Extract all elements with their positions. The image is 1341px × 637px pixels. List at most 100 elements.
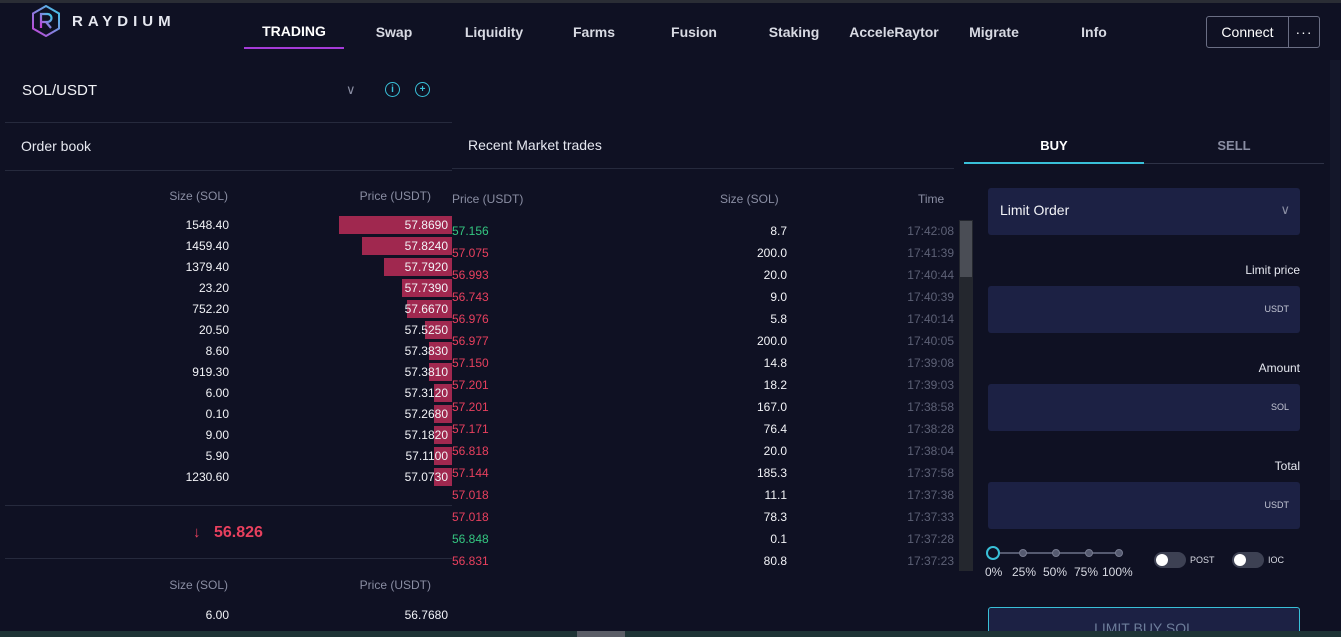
slider-step-100[interactable] [1115,549,1123,557]
order-book-row[interactable]: 919.30 57.3810 [0,361,452,382]
slider-step-25[interactable] [1019,549,1027,557]
trade-price: 57.144 [452,466,489,480]
order-book-row[interactable]: 1459.40 57.8240 [0,235,452,256]
nav-farms[interactable]: Farms [572,24,616,40]
order-book-bids: 6.00 56.7680 [0,604,452,625]
tab-sell[interactable]: SELL [1144,128,1324,164]
recent-trades-list: 57.156 8.7 17:42:08 57.075 200.0 17:41:39 56.9… [452,220,954,572]
nav-fusion[interactable]: Fusion [671,24,717,40]
limit-price-unit: USDT [1264,304,1290,314]
pair-selector[interactable]: SOL/USDT ∨ i + [0,70,450,122]
slider-step-75[interactable] [1085,549,1093,557]
slider-step-50[interactable] [1052,549,1060,557]
order-size: 6.00 [205,386,229,400]
trade-time: 17:37:28 [907,532,954,546]
horizontal-scrollbar[interactable] [0,631,1341,637]
order-book-row[interactable]: 1548.40 57.8690 [0,214,452,235]
order-book-row[interactable]: 1230.60 57.0730 [0,466,452,487]
nav-info[interactable]: Info [1081,24,1107,40]
trade-time: 17:38:28 [907,422,954,436]
order-price: 57.1100 [405,449,449,463]
order-type-select[interactable]: Limit Order ∨ [988,188,1300,235]
order-price: 57.3810 [404,365,448,379]
chevron-down-icon[interactable]: ∨ [346,82,356,97]
order-book-row[interactable]: 5.90 57.1100 [0,445,452,466]
percent-slider[interactable] [986,546,1126,560]
page-scrollbar-thumb[interactable] [1330,60,1340,500]
trade-size: 200.0 [756,334,787,348]
order-price: 57.3120 [404,386,448,400]
percent-50[interactable]: 50% [1043,565,1068,579]
order-book-row[interactable]: 0.10 57.2680 [0,403,452,424]
order-book-row[interactable]: 752.20 57.6670 [0,298,452,319]
trade-price: 56.848 [452,532,489,546]
connect-button[interactable]: Connect [1207,17,1289,47]
order-size: 1459.40 [185,239,229,253]
order-book-row[interactable]: 9.00 57.1820 [0,424,452,445]
percent-100[interactable]: 100% [1102,565,1133,579]
order-book-row[interactable]: 8.60 57.3830 [0,340,452,361]
amount-input[interactable]: SOL [988,384,1300,431]
post-toggle[interactable] [1154,552,1186,568]
top-bar: RAYDIUM TRADING Swap Liquidity Farms Fus… [0,0,1341,58]
trade-price: 57.156 [452,224,489,238]
order-size: 1230.60 [185,470,229,484]
nav-trading[interactable]: TRADING [244,15,344,49]
trade-size: 20.0 [763,444,787,458]
trades-scrollbar[interactable] [959,220,973,571]
order-size: 0.10 [205,407,229,421]
trade-time: 17:37:58 [907,466,954,480]
order-book-row[interactable]: 6.00 57.3120 [0,382,452,403]
main-nav: TRADING Swap Liquidity Farms Fusion Stak… [244,15,1144,49]
nav-staking[interactable]: Staking [768,24,820,40]
depth-bar [402,279,452,297]
trade-time: 17:40:05 [907,334,954,348]
nav-liquidity[interactable]: Liquidity [464,24,524,40]
limit-price-input[interactable]: USDT [988,286,1300,333]
logo[interactable]: RAYDIUM [30,5,176,37]
percent-0[interactable]: 0% [985,565,1003,579]
percent-25[interactable]: 25% [1012,565,1037,579]
order-book-row[interactable]: 6.00 56.7680 [0,604,452,625]
trade-row: 57.201 167.0 17:38:58 [452,396,954,418]
order-book-row[interactable]: 20.50 57.5250 [0,319,452,340]
depth-bar [384,258,452,276]
total-input[interactable]: USDT [988,482,1300,529]
logo-text: RAYDIUM [72,12,176,30]
trades-size-header: Size (SOL) [720,192,779,206]
trades-scrollbar-thumb[interactable] [960,221,972,277]
order-book-row[interactable]: 1379.40 57.7920 [0,256,452,277]
order-price: 57.8690 [404,218,448,232]
tab-buy[interactable]: BUY [964,128,1144,164]
trade-size: 20.0 [763,268,787,282]
info-icon[interactable]: i [385,82,400,97]
raydium-logo-icon [32,5,60,37]
slider-handle[interactable] [986,546,1000,560]
order-size: 1548.40 [185,218,229,232]
divider [5,170,452,171]
trade-time: 17:40:44 [907,268,954,282]
more-menu-button[interactable]: ··· [1295,24,1313,40]
horizontal-scrollbar-thumb[interactable] [577,631,625,637]
connect-group: Connect ··· [1206,16,1320,48]
order-book-size-header: Size (SOL) [169,189,228,203]
nav-migrate[interactable]: Migrate [969,24,1019,40]
trades-price-header: Price (USDT) [452,192,524,206]
add-circle-icon[interactable]: + [415,82,430,97]
nav-swap[interactable]: Swap [375,24,413,40]
depth-bar [361,237,452,255]
toggle-knob [1234,554,1246,566]
order-price: 57.8240 [404,239,448,253]
trade-size: 8.7 [770,224,787,238]
trade-time: 17:42:08 [907,224,954,238]
percent-75[interactable]: 75% [1074,565,1099,579]
nav-acceleraytor[interactable]: AcceleRaytor [849,24,939,40]
trade-row: 57.156 8.7 17:42:08 [452,220,954,242]
ioc-toggle[interactable] [1232,552,1264,568]
trade-row: 57.150 14.8 17:39:08 [452,352,954,374]
order-price: 56.7680 [404,608,448,622]
order-book-row[interactable]: 23.20 57.7390 [0,277,452,298]
post-label: POST [1190,555,1215,565]
order-price: 57.3830 [404,344,448,358]
amount-label: Amount [1258,361,1300,375]
